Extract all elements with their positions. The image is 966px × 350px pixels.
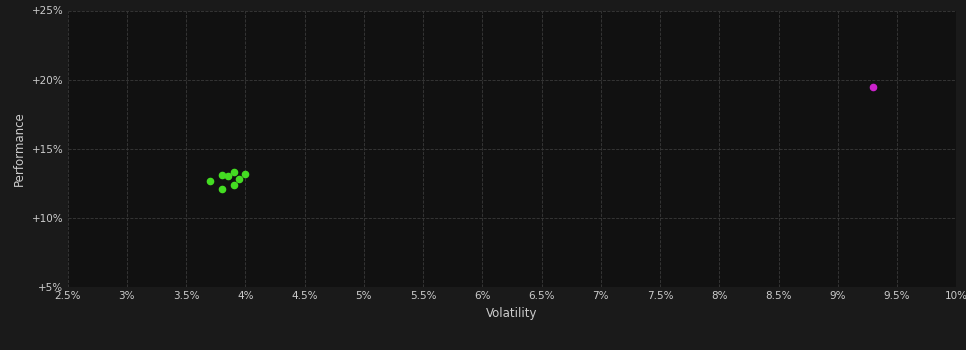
Point — [238, 171, 253, 176]
Point — [220, 174, 236, 179]
Point — [866, 84, 881, 89]
Point — [226, 169, 242, 175]
Y-axis label: Performance: Performance — [14, 111, 26, 186]
Point — [226, 182, 242, 188]
Point — [213, 186, 229, 192]
X-axis label: Volatility: Volatility — [486, 307, 538, 320]
Point — [232, 176, 247, 182]
Point — [213, 172, 229, 178]
Point — [202, 178, 217, 183]
